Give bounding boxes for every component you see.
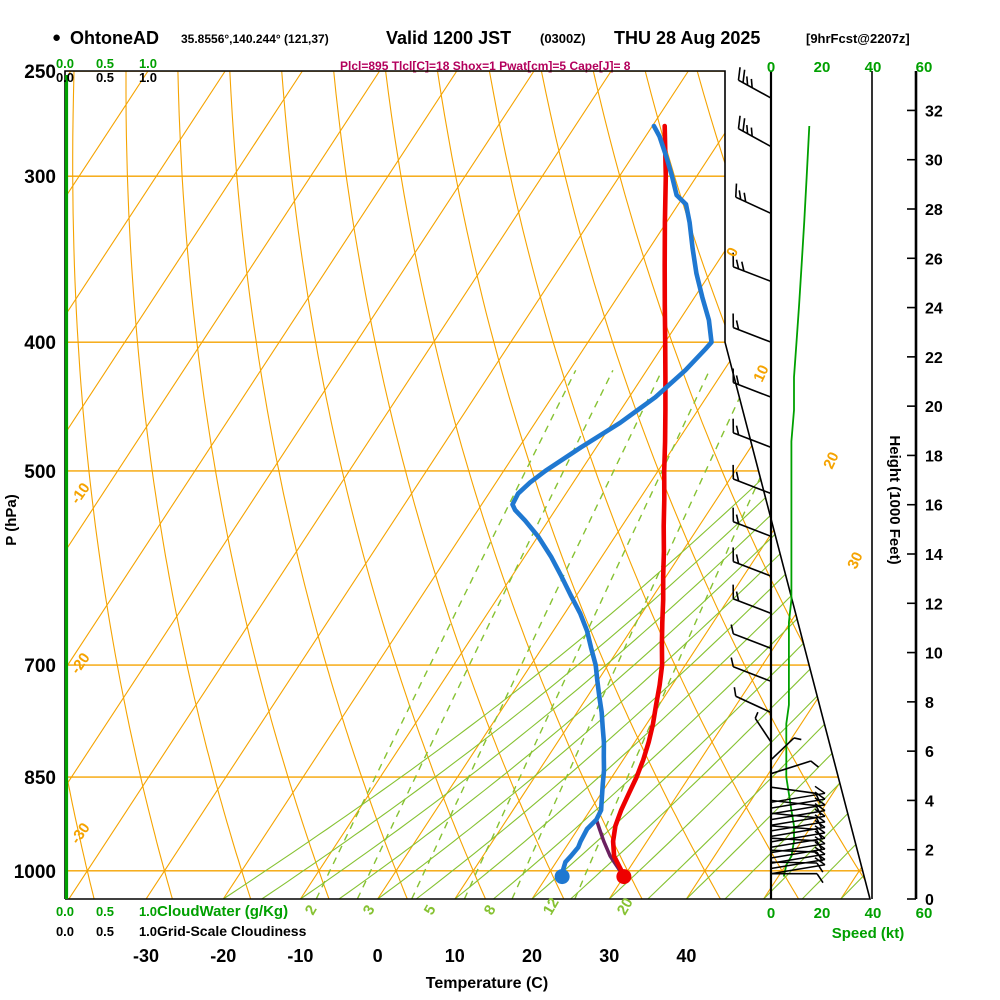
station-name: OhtoneAD [70, 28, 159, 48]
station-coords: 35.8556°,140.244° (121,37) [181, 32, 329, 46]
header-line: ● OhtoneAD 35.8556°,140.244° (121,37) Va… [0, 24, 1000, 50]
valid-date: THU 28 Aug 2025 [614, 28, 760, 48]
forecast-stamp: [9hrFcst@2207z] [806, 31, 910, 46]
stability-indices: Plcl=895 Tlcl[C]=18 Shox=1 Pwat[cm]=5 Ca… [0, 58, 1000, 74]
valid-time: Valid 1200 JST [386, 28, 511, 48]
valid-time-utc: (0300Z) [540, 31, 586, 46]
station-bullet-icon: ● [52, 29, 61, 46]
stability-indices-text: Plcl=895 Tlcl[C]=18 Shox=1 Pwat[cm]=5 Ca… [340, 59, 631, 73]
